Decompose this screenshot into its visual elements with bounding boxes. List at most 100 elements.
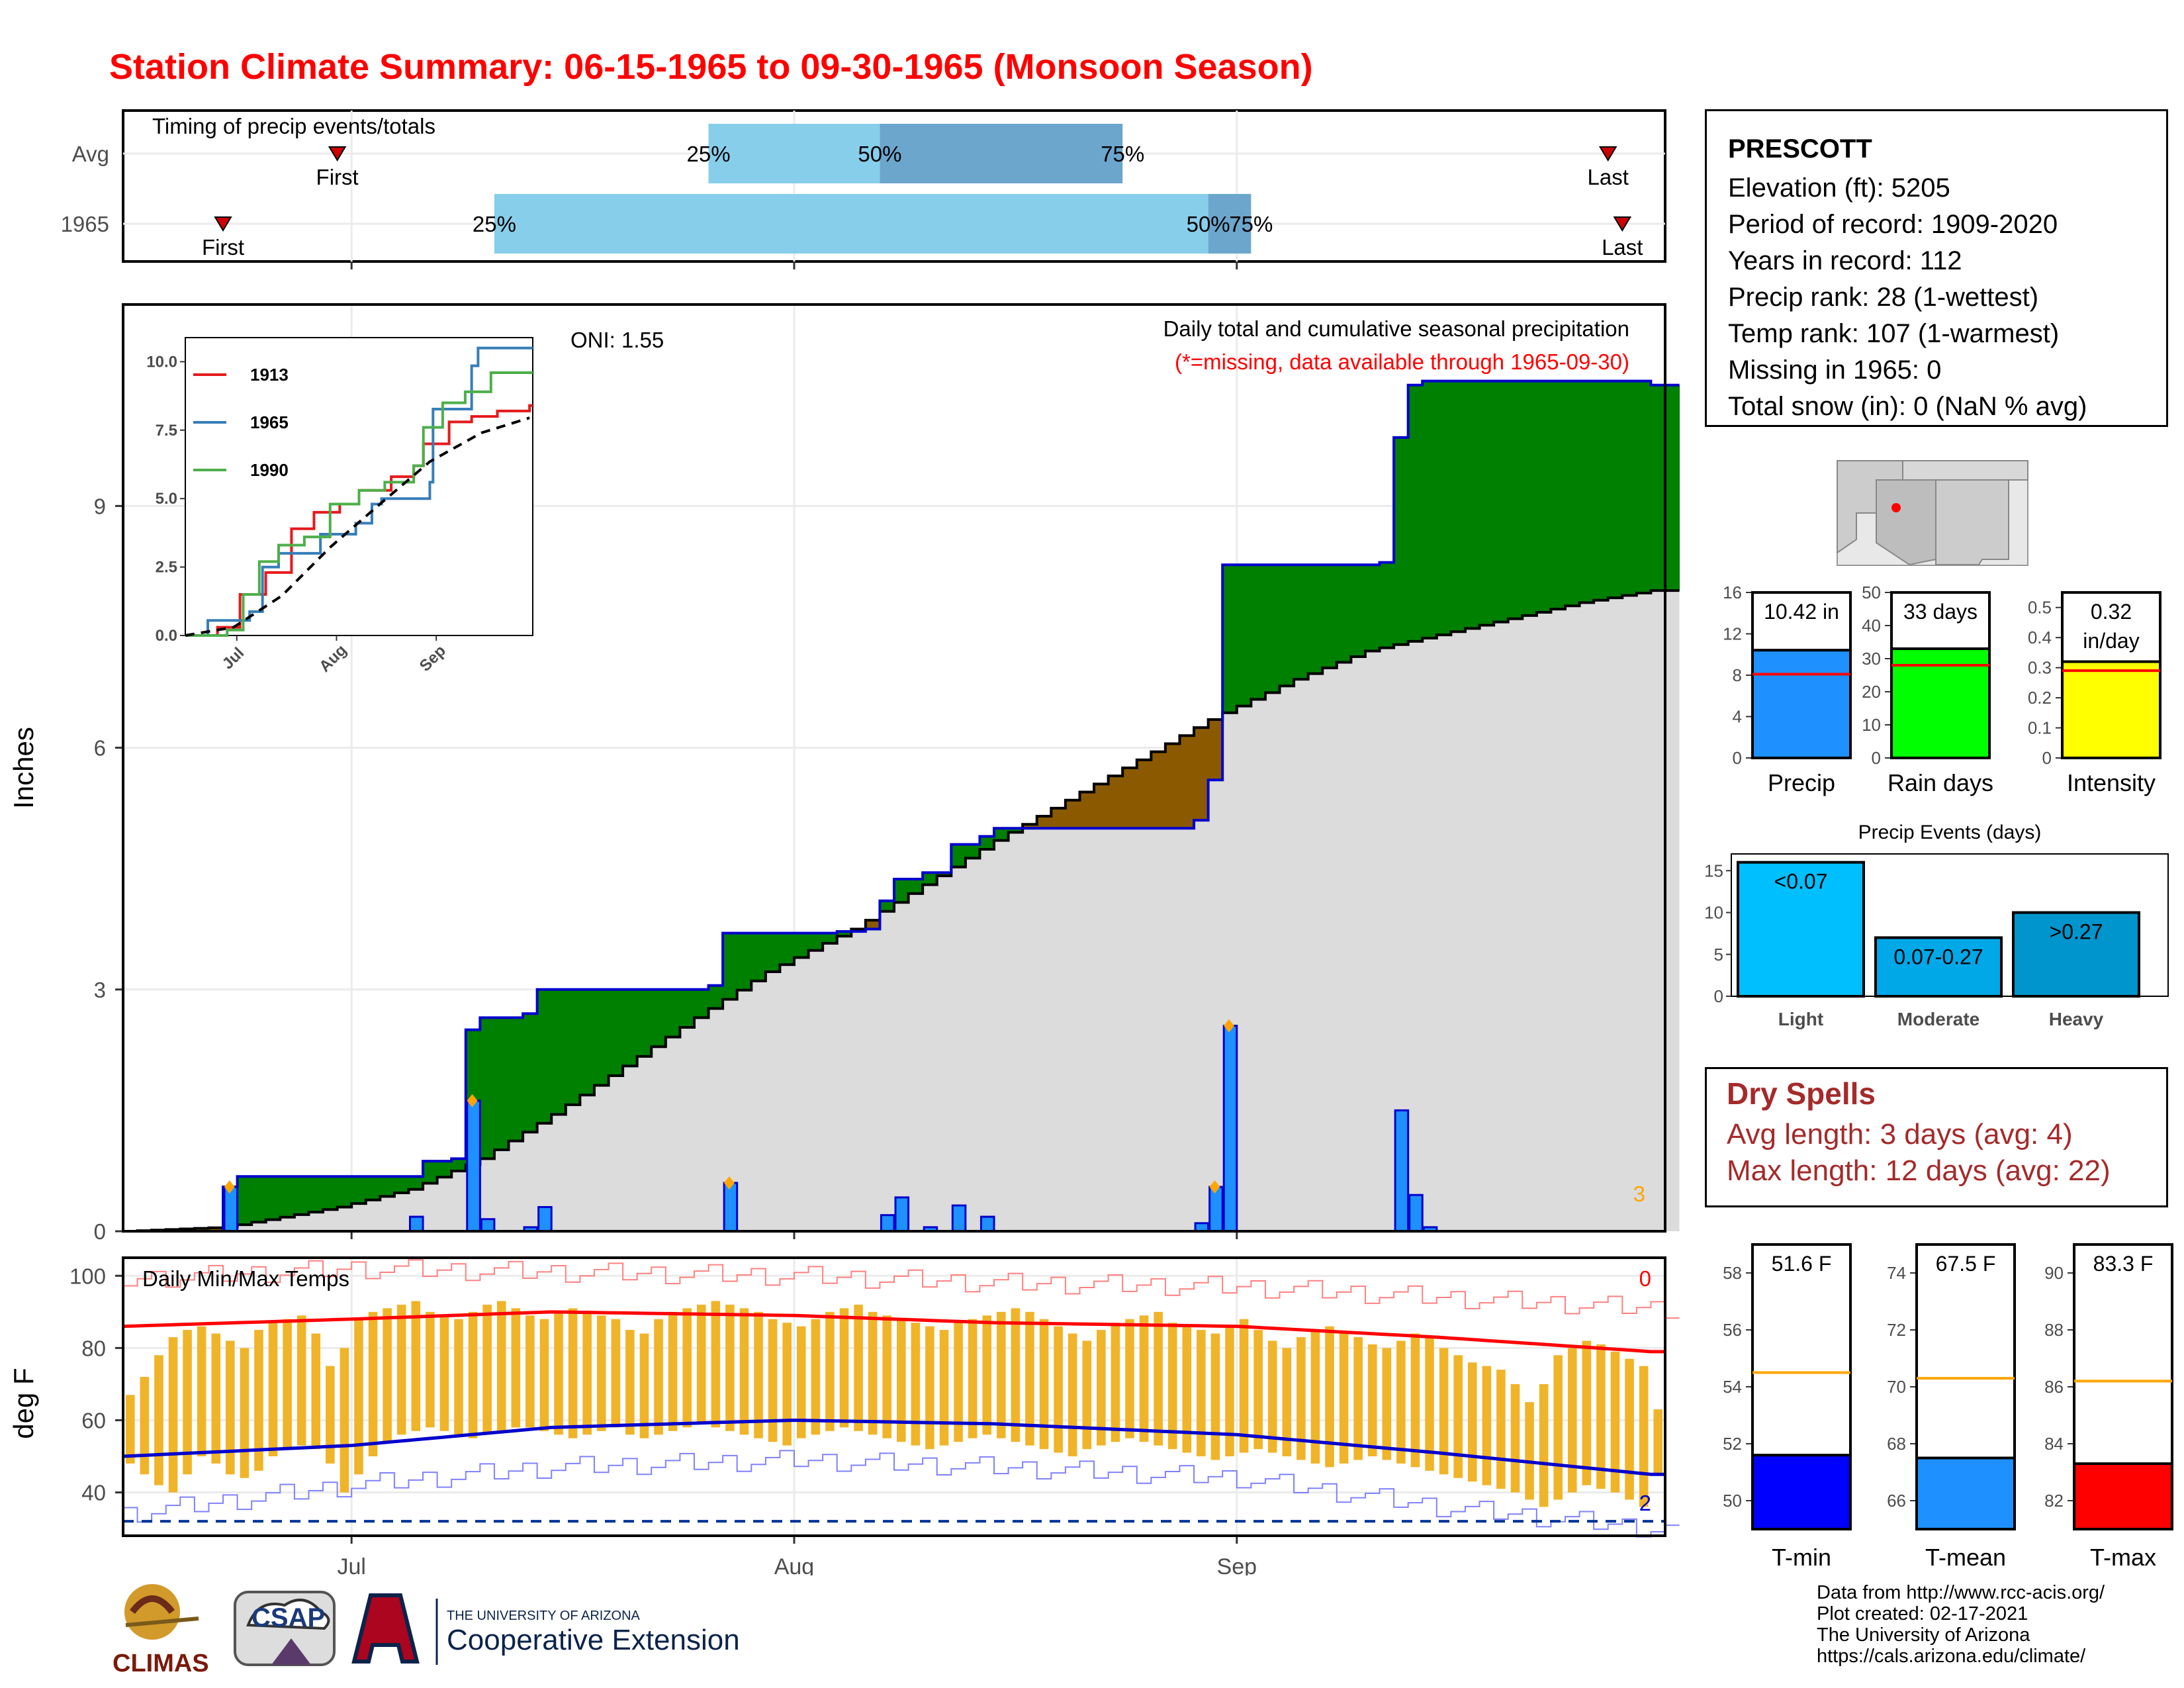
surplus-area bbox=[1494, 381, 1509, 622]
daily-precip-bar bbox=[1408, 1194, 1424, 1233]
daily-temp-range-bar bbox=[496, 1301, 506, 1431]
inset-legend-label: 1913 bbox=[250, 365, 289, 385]
record-day-marker bbox=[224, 1180, 235, 1194]
daily-temp-range-bar bbox=[140, 1377, 150, 1475]
timing-last-marker bbox=[1613, 216, 1632, 232]
footer-line: Data from http://www.rcc-acis.org/ bbox=[1817, 1582, 2105, 1603]
daily-temp-range-bar bbox=[754, 1311, 763, 1438]
surplus-area bbox=[1408, 385, 1423, 641]
temp-min-count: 2 bbox=[1639, 1491, 1651, 1515]
deficit-area bbox=[1194, 727, 1209, 821]
summary-y-tick-label: 0 bbox=[2042, 748, 2052, 768]
daily-temp-range-bar bbox=[1253, 1330, 1263, 1450]
surplus-area bbox=[1636, 381, 1651, 593]
timing-p75-label: 75% bbox=[1101, 142, 1144, 166]
surplus-area bbox=[965, 844, 980, 859]
timing-last-label: Last bbox=[1602, 235, 1643, 259]
surplus-area bbox=[480, 1017, 495, 1159]
surplus-area bbox=[979, 836, 995, 849]
surplus-area bbox=[265, 1176, 281, 1220]
temp-record-max-line bbox=[123, 1259, 1680, 1319]
surplus-area bbox=[1522, 381, 1537, 616]
summary-y-tick-label: 70 bbox=[1887, 1377, 1906, 1397]
summary-y-tick-label: 40 bbox=[1862, 616, 1881, 635]
daily-temp-range-bar bbox=[1182, 1326, 1192, 1453]
surplus-area bbox=[1451, 381, 1466, 632]
record-day-marker bbox=[723, 1176, 735, 1190]
station-line: Period of record: 1909-2020 bbox=[1728, 210, 2058, 239]
summary-y-tick-label: 0.3 bbox=[2028, 658, 2052, 678]
daily-temp-range-bar bbox=[1367, 1344, 1377, 1456]
daily-temp-range-bar bbox=[268, 1323, 278, 1456]
daily-temp-range-bar bbox=[168, 1337, 178, 1493]
summary-y-tick-label: 86 bbox=[2044, 1377, 2064, 1397]
daily-temp-range-bar bbox=[126, 1395, 135, 1464]
daily-temp-range-bar bbox=[1610, 1351, 1620, 1493]
surplus-area bbox=[808, 933, 823, 951]
precip-events-title: Precip Events (days) bbox=[1858, 821, 2042, 843]
surplus-area bbox=[294, 1176, 309, 1215]
daily-temp-range-bar bbox=[696, 1304, 706, 1424]
daily-temp-range-bar bbox=[654, 1319, 663, 1435]
deficit-area bbox=[1065, 800, 1080, 829]
precip-events-chart: Precip Events (days) 0 5 10 15 <0.07 Light 0.07… bbox=[1705, 821, 2169, 1029]
daily-temp-range-bar bbox=[1225, 1326, 1234, 1456]
temp-record-min-line bbox=[123, 1450, 1680, 1538]
daily-temp-range-bar bbox=[1396, 1340, 1406, 1464]
surplus-area bbox=[723, 933, 738, 1000]
daily-temp-range-bar bbox=[1410, 1333, 1420, 1468]
daily-precip-bar bbox=[1208, 1186, 1224, 1233]
surplus-area bbox=[1594, 381, 1609, 600]
surplus-area bbox=[837, 931, 852, 937]
surplus-area bbox=[394, 1176, 409, 1194]
timing-q1-bar bbox=[494, 194, 1208, 254]
events-y-tick-label: 15 bbox=[1705, 861, 1723, 880]
x-tick-label: Sep bbox=[1217, 1554, 1257, 1575]
summary-value-label: 33 days bbox=[1903, 600, 1978, 624]
surplus-area bbox=[1222, 565, 1238, 713]
daily-temp-range-bar bbox=[1111, 1323, 1120, 1442]
ua-logo-line1: THE UNIVERSITY OF ARIZONA bbox=[447, 1609, 641, 1623]
summary-bar bbox=[1890, 647, 1991, 759]
daily-temp-range-bar bbox=[1239, 1319, 1249, 1453]
climas-logo-text: CLIMAS bbox=[113, 1650, 209, 1677]
surplus-area bbox=[437, 1161, 452, 1178]
precip-event-bar bbox=[1874, 936, 2003, 998]
daily-precip-bar bbox=[537, 1205, 553, 1233]
deficit-area bbox=[208, 1227, 224, 1231]
summary-y-tick-label: 8 bbox=[1733, 665, 1742, 685]
daily-temp-range-bar bbox=[997, 1311, 1006, 1438]
surplus-area bbox=[508, 1017, 523, 1141]
csap-logo: CSAP bbox=[234, 1591, 336, 1666]
timing-p50-label: 50% bbox=[858, 142, 901, 166]
inset-legend-label: 1990 bbox=[250, 460, 289, 480]
summary-y-tick-label: 72 bbox=[1887, 1320, 1906, 1340]
temp-max-count: 0 bbox=[1639, 1266, 1651, 1291]
daily-temp-range-bar bbox=[639, 1333, 649, 1438]
daily-temp-range-bar bbox=[511, 1308, 521, 1428]
daily-temp-range-bar bbox=[326, 1366, 335, 1464]
daily-precip-bar bbox=[723, 1182, 739, 1233]
deficit-area bbox=[1122, 768, 1138, 829]
surplus-area bbox=[1308, 565, 1323, 674]
season-precip-summary-chart: 0 4 8 12 16 10.42 in Precip 0 10 20 30 40 50 33 days R… bbox=[1723, 583, 2161, 796]
summary-value-label: 0.32 bbox=[2091, 600, 2132, 624]
station-line: Missing in 1965: 0 bbox=[1728, 355, 1942, 385]
daily-temp-range-bar bbox=[711, 1301, 721, 1428]
inset-y-tick-label: 5.0 bbox=[156, 490, 177, 508]
temp-normal-max-line bbox=[122, 1310, 1665, 1354]
daily-temp-range-bar bbox=[340, 1348, 349, 1493]
summary-y-tick-label: 88 bbox=[2044, 1320, 2064, 1340]
daily-temp-range-bar bbox=[354, 1319, 363, 1475]
inset-y-tick-label: 10.0 bbox=[146, 353, 177, 371]
surplus-area bbox=[1336, 565, 1351, 663]
inset-average-line bbox=[185, 416, 530, 637]
precip-event-category: Light bbox=[1778, 1009, 1823, 1029]
daily-precip-bar bbox=[408, 1215, 424, 1233]
summary-y-tick-label: 0.5 bbox=[2028, 598, 2052, 618]
daily-temp-range-bar bbox=[568, 1308, 578, 1438]
daily-temp-range-bar bbox=[154, 1355, 163, 1485]
timing-p75-label: 75% bbox=[1229, 212, 1273, 236]
surplus-area bbox=[1508, 381, 1523, 619]
summary-y-tick-label: 54 bbox=[1723, 1377, 1742, 1397]
